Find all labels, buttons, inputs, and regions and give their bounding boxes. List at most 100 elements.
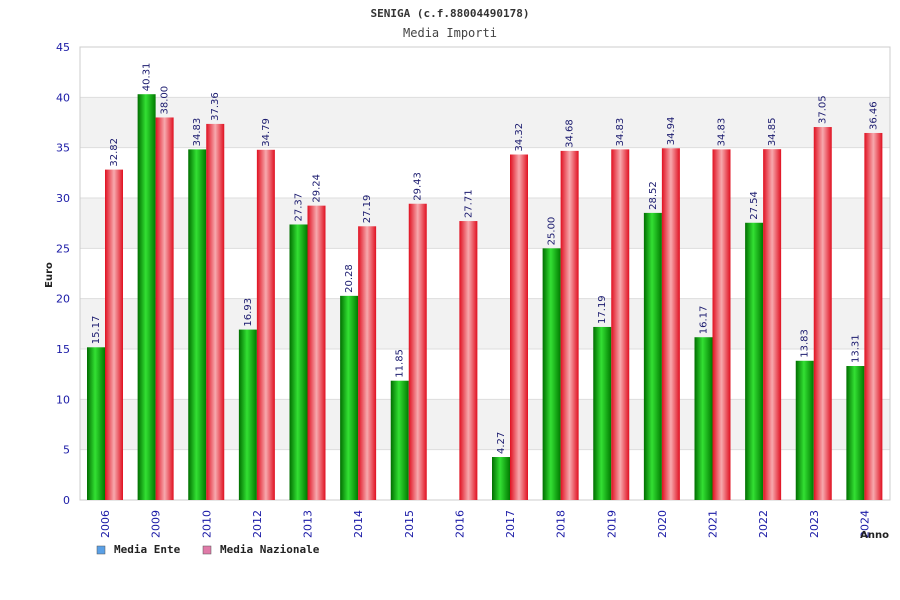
y-tick-label: 30 — [56, 192, 70, 205]
bar-media-ente-2021 — [694, 337, 713, 500]
x-tick-label: 2022 — [757, 510, 770, 538]
bar-media-nazionale-2014 — [358, 226, 377, 500]
bar-media-nazionale-2006 — [105, 169, 123, 500]
y-tick-label: 45 — [56, 41, 70, 54]
x-axis-label: Anno — [860, 530, 889, 541]
value-label: 27.19 — [362, 195, 373, 224]
value-label: 34.94 — [666, 117, 677, 146]
x-tick-label: 2018 — [555, 510, 568, 538]
bar-media-ente-2015 — [390, 380, 409, 500]
x-tick-label: 2014 — [352, 510, 365, 538]
value-label: 34.32 — [514, 123, 525, 152]
x-tick-label: 2019 — [605, 510, 618, 538]
value-label: 36.46 — [868, 101, 879, 130]
legend-swatch-media-ente — [96, 545, 106, 555]
y-tick-label: 5 — [63, 444, 70, 457]
x-tick-label: 2020 — [656, 510, 669, 538]
value-label: 34.83 — [192, 118, 203, 147]
bar-media-ente-2024 — [846, 366, 865, 500]
value-label: 34.83 — [615, 118, 626, 147]
bar-media-nazionale-2023 — [813, 127, 832, 500]
value-label: 25.00 — [547, 217, 558, 246]
bar-media-ente-2006 — [87, 347, 105, 500]
bar-media-nazionale-2018 — [560, 150, 579, 500]
y-axis-ticks: 0 5 10 15 20 25 30 35 40 45 — [56, 41, 70, 507]
y-tick-label: 10 — [56, 393, 70, 406]
bar-media-ente-2022 — [745, 222, 764, 500]
bar-media-nazionale-2021 — [712, 149, 731, 501]
bar-media-ente-2014 — [340, 295, 359, 500]
y-tick-label: 35 — [56, 142, 70, 155]
value-label: 16.93 — [243, 298, 254, 327]
bar-media-ente-2018 — [542, 248, 561, 500]
y-tick-label: 20 — [56, 293, 70, 306]
bar-media-nazionale-2017 — [510, 154, 528, 500]
value-label: 34.79 — [261, 118, 272, 147]
value-label: 11.85 — [395, 349, 406, 378]
x-tick-label: 2012 — [251, 510, 264, 538]
y-tick-label: 25 — [56, 242, 70, 255]
x-axis-ticks: 2006 2009 2010 2012 2013 2014 2015 2016 2017 2018… — [99, 510, 871, 538]
legend: Media Ente Media Nazionale — [96, 543, 320, 556]
bar-media-nazionale-2009 — [155, 117, 174, 500]
x-tick-label: 2010 — [200, 510, 213, 538]
bar-media-nazionale-2022 — [763, 149, 782, 500]
bar-media-nazionale-2010 — [206, 123, 225, 500]
bar-media-ente-2019 — [593, 326, 612, 500]
value-label: 38.00 — [160, 86, 171, 115]
value-label: 34.68 — [565, 119, 576, 148]
x-tick-label: 2023 — [808, 510, 821, 538]
x-tick-label: 2024 — [858, 510, 871, 538]
value-label: 34.83 — [717, 118, 728, 147]
chart-title: SENIGA (c.f.88004490178) — [371, 7, 530, 20]
bar-media-nazionale-2013 — [307, 205, 326, 500]
value-label: 13.83 — [800, 329, 811, 358]
value-label: 27.54 — [749, 191, 760, 220]
bar-media-ente-2013 — [289, 224, 308, 500]
x-tick-label: 2009 — [150, 510, 163, 538]
x-tick-label: 2015 — [403, 510, 416, 538]
value-label: 37.05 — [818, 95, 829, 124]
value-label: 16.17 — [699, 306, 710, 335]
bar-media-ente-2020 — [643, 212, 662, 500]
value-label: 20.28 — [344, 264, 355, 293]
x-tick-label: 2021 — [707, 510, 720, 538]
x-tick-label: 2013 — [302, 510, 315, 538]
value-label: 28.52 — [648, 181, 659, 210]
value-labels: 15.17 32.82 40.31 38.00 34.83 37.36 16.93 34.79… — [91, 63, 879, 454]
value-label: 34.85 — [767, 118, 778, 147]
bar-media-ente-2023 — [795, 360, 814, 500]
bar-media-nazionale-2024 — [864, 132, 883, 500]
plot-frame — [79, 46, 891, 501]
x-tick-label: 2006 — [99, 510, 112, 538]
value-label: 13.31 — [850, 334, 861, 363]
value-label: 17.19 — [597, 295, 608, 324]
x-tick-label: 2017 — [504, 510, 517, 538]
value-label: 4.27 — [496, 432, 507, 454]
legend-label-media-nazionale: Media Nazionale — [220, 543, 320, 556]
bar-media-ente-2009 — [137, 94, 156, 500]
bar-media-ente-2012 — [238, 329, 257, 500]
y-tick-label: 15 — [56, 343, 70, 356]
y-axis-label: Euro — [44, 262, 55, 288]
value-label: 32.82 — [109, 138, 120, 167]
bar-media-ente-2017 — [492, 457, 510, 500]
bar-media-ente-2010 — [188, 149, 207, 501]
bars — [87, 94, 883, 501]
y-tick-label: 40 — [56, 91, 70, 104]
y-tick-label: 0 — [63, 494, 70, 507]
value-label: 40.31 — [142, 63, 153, 92]
value-label: 29.24 — [312, 174, 323, 203]
value-label: 37.36 — [210, 92, 221, 121]
chart-subtitle: Media Importi — [403, 26, 497, 40]
value-label: 29.43 — [413, 172, 424, 201]
legend-swatch-media-nazionale — [202, 545, 212, 555]
legend-label-media-ente: Media Ente — [114, 543, 181, 556]
bar-media-nazionale-2016 — [459, 221, 478, 500]
bar-media-nazionale-2015 — [408, 203, 427, 500]
bar-media-nazionale-2019 — [611, 149, 630, 501]
value-label: 27.71 — [463, 189, 474, 218]
x-tick-label: 2016 — [453, 510, 466, 538]
bar-media-nazionale-2012 — [256, 149, 275, 500]
